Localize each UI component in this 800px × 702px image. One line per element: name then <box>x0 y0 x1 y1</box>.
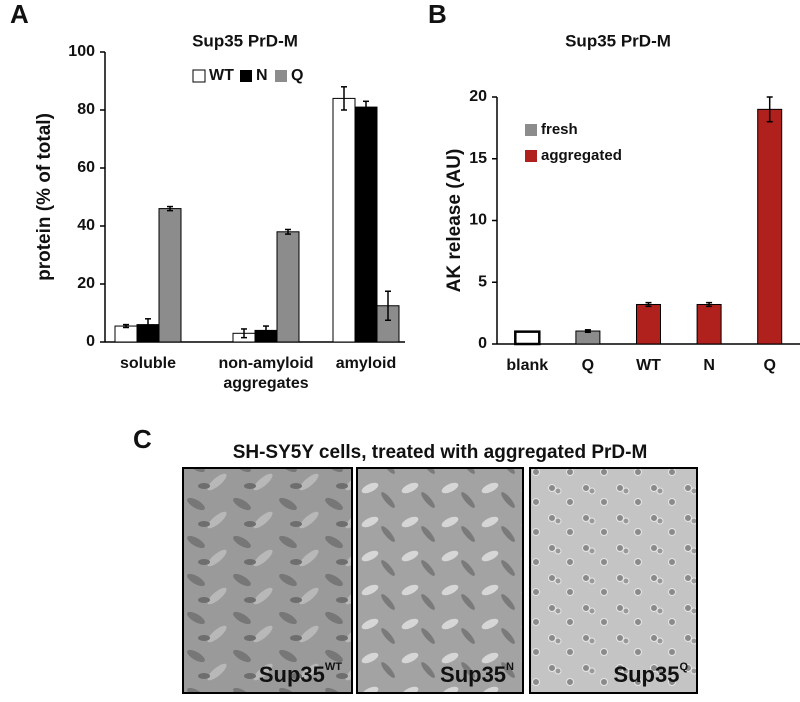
micrograph <box>529 467 698 694</box>
y-tick-label: 15 <box>469 150 487 167</box>
legend-swatch <box>525 150 537 162</box>
error-bar <box>706 301 713 308</box>
image-label-base: Sup35 <box>613 662 679 687</box>
legend-swatch <box>240 70 252 82</box>
error-bar <box>363 100 369 114</box>
error-bar <box>341 86 347 111</box>
image-label-sup: Q <box>679 661 688 673</box>
bar <box>276 231 300 343</box>
panel-label: C <box>133 424 152 454</box>
y-tick-label: 5 <box>478 273 487 290</box>
y-tick-label: 0 <box>478 335 487 352</box>
chart-title: Sup35 PrD-M <box>192 31 298 50</box>
bar <box>354 106 378 343</box>
bar <box>332 97 356 343</box>
image-label-sup: N <box>506 661 514 673</box>
legend-label: N <box>256 67 268 84</box>
image-label: Sup35Q <box>613 661 688 687</box>
x-tick-label: soluble <box>120 355 176 372</box>
y-tick-label: 10 <box>469 212 487 229</box>
bar <box>696 303 722 345</box>
bar <box>636 303 661 345</box>
image-label-base: Sup35 <box>440 662 506 687</box>
legend-swatch <box>192 69 206 83</box>
x-tick-label: amyloid <box>336 355 396 372</box>
panel-label: A <box>10 0 29 29</box>
image-label-sup: WT <box>325 661 342 673</box>
bar <box>514 330 541 346</box>
error-bar <box>584 329 591 334</box>
x-tick-label: non-amyloid aggregates <box>218 355 313 392</box>
y-tick-label: 60 <box>77 159 95 176</box>
error-bar <box>385 290 391 321</box>
panel-label: B <box>428 0 447 29</box>
y-tick-label: 20 <box>469 88 487 105</box>
y-tick-label: 20 <box>77 275 95 292</box>
x-tick-label: Q <box>763 357 775 374</box>
image-label: Sup35WT <box>259 661 342 687</box>
y-tick-label: 100 <box>68 43 95 60</box>
micrograph-panel: Sup35WT Sup35N Sup35Q <box>182 467 698 694</box>
y-axis-label: AK release (AU) <box>444 149 465 293</box>
chart-title: Sup35 PrD-M <box>565 31 671 50</box>
image-label-base: Sup35 <box>259 662 325 687</box>
x-tick-label-line: aggregates <box>223 375 308 392</box>
error-bar <box>766 96 773 123</box>
x-tick-label: blank <box>506 357 548 374</box>
legend-label: Q <box>291 67 303 84</box>
y-tick-label: 0 <box>86 333 95 350</box>
legend-label: aggregated <box>541 147 622 164</box>
error-bar <box>123 323 129 329</box>
x-tick-label: Q <box>582 357 594 374</box>
x-tick-label: N <box>703 357 715 374</box>
x-tick-label: WT <box>636 357 661 374</box>
y-tick-label: 80 <box>77 101 95 118</box>
error-bar <box>285 228 291 235</box>
bar <box>757 108 783 345</box>
error-bar <box>645 301 652 308</box>
image-label: Sup35N <box>440 661 514 687</box>
bar <box>114 325 138 343</box>
error-bar <box>167 205 173 212</box>
legend-swatch <box>275 70 287 82</box>
y-axis-label: protein (% of total) <box>34 113 55 281</box>
legend-label: fresh <box>541 121 578 138</box>
panel-title: SH-SY5Y cells, treated with aggregated P… <box>233 442 648 463</box>
micrograph <box>182 467 353 694</box>
y-tick-label: 40 <box>77 217 95 234</box>
x-tick-label-line: non-amyloid <box>218 355 313 372</box>
legend-swatch <box>525 124 537 136</box>
micrograph <box>356 467 524 694</box>
error-bar <box>263 325 269 336</box>
bar <box>158 208 182 343</box>
error-bar <box>145 318 151 332</box>
error-bar <box>241 328 247 339</box>
legend-label: WT <box>209 67 234 84</box>
